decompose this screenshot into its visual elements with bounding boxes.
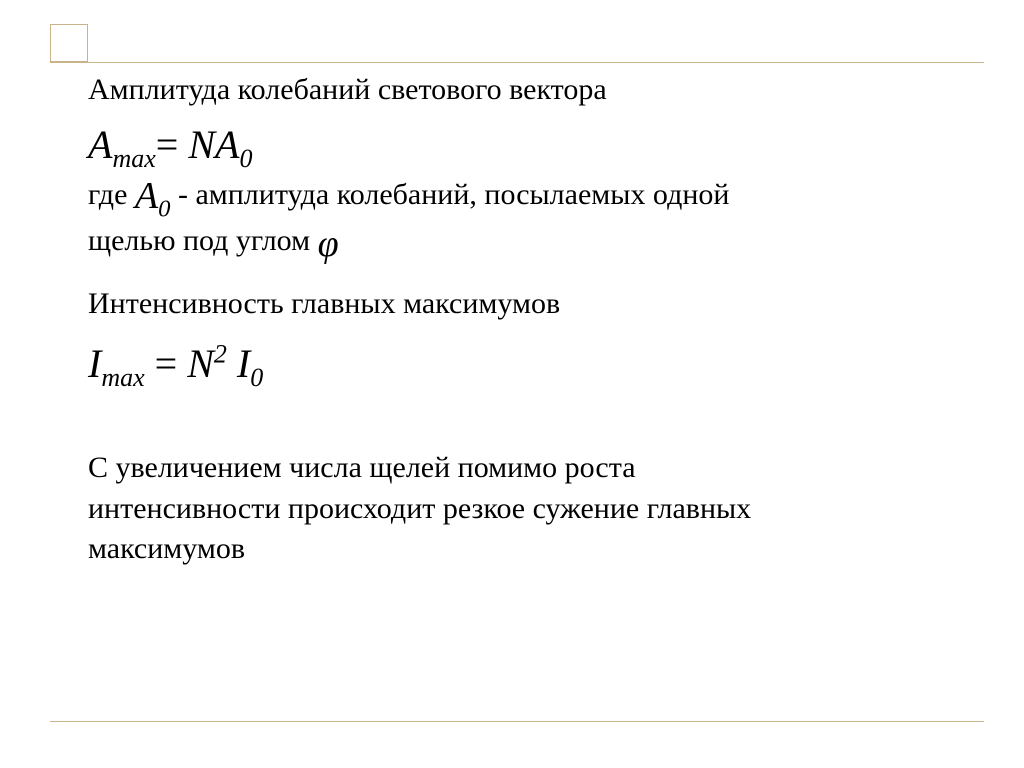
- slide: Амплитуда колебаний светового вектора Am…: [0, 0, 1024, 768]
- spacer: [88, 394, 964, 448]
- spacer: [88, 262, 964, 284]
- sym-N-2: N: [187, 341, 214, 386]
- paragraph-line-3: максимумов: [88, 529, 964, 570]
- sup-2: 2: [214, 340, 227, 369]
- sym-phi: φ: [318, 223, 339, 265]
- sym-A0-letter: A: [135, 175, 158, 217]
- sub-0-2: 0: [250, 363, 263, 392]
- eq-sign-2: =: [145, 341, 188, 386]
- line-where-a0: где A0 - амплитуда колебаний, посылаемых…: [88, 175, 964, 216]
- spacer: [88, 324, 964, 330]
- sym-I0: I: [237, 341, 250, 386]
- heading-intensity: Интенсивность главных максимумов: [88, 284, 964, 325]
- heading-amplitude: Амплитуда колебаний светового вектора: [88, 70, 964, 111]
- paragraph-line-2: интенсивности происходит резкое сужение …: [88, 489, 964, 530]
- sub-0-inline: 0: [158, 195, 170, 222]
- sym-A0: A: [215, 122, 239, 167]
- paragraph-line-1: С увеличением числа щелей помимо роста: [88, 448, 964, 489]
- formula-amax: Amax= NA0: [88, 121, 964, 169]
- space: [227, 341, 237, 386]
- txt-slit: щелью под углом: [88, 224, 318, 257]
- corner-frame: [50, 24, 88, 62]
- sym-A0-inline: A0: [135, 175, 171, 217]
- bottom-rule: [50, 721, 984, 722]
- sub-max-2: max: [101, 363, 144, 392]
- eq-sign: =: [156, 122, 189, 167]
- top-rule: [50, 62, 984, 63]
- content-area: Амплитуда колебаний светового вектора Am…: [88, 70, 964, 570]
- line-slit-angle: щелью под углом φ: [88, 221, 964, 262]
- txt-a0-desc: - амплитуда колебаний, посылаемых одной: [170, 178, 729, 211]
- txt-where: где: [88, 178, 135, 211]
- sub-max: max: [112, 144, 155, 173]
- sym-A: A: [88, 122, 112, 167]
- formula-imax: Imax = N2 I0: [88, 340, 964, 388]
- sub-0: 0: [239, 144, 252, 173]
- sym-N: N: [188, 122, 215, 167]
- sym-I: I: [88, 341, 101, 386]
